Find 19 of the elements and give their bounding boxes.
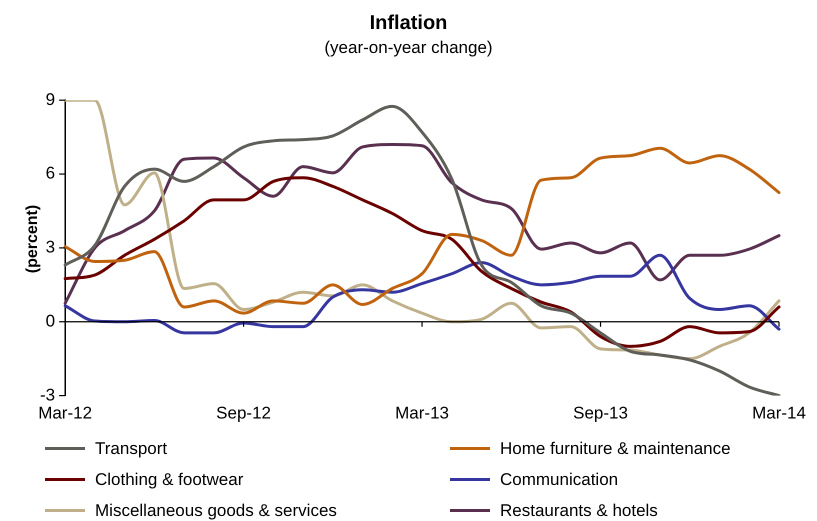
legend-label: Communication (500, 470, 618, 490)
chart-subtitle: (year-on-year change) (323, 38, 494, 58)
x-tick-label: Sep-12 (216, 403, 271, 422)
x-tick-label: Mar-12 (38, 403, 92, 422)
legend-label: Restaurants & hotels (500, 500, 658, 520)
x-tick-label: Mar-13 (395, 403, 449, 422)
legend-label: Transport (95, 438, 168, 458)
y-tick-label: -3 (40, 385, 56, 404)
y-axis-title: (percent) (24, 204, 42, 276)
y-tick-label: 0 (46, 311, 56, 330)
y-tick-label: 9 (46, 90, 56, 109)
y-tick-label: 3 (46, 238, 56, 257)
x-tick-label: Sep-13 (573, 403, 628, 422)
legend-label: Home furniture & maintenance (500, 438, 731, 458)
y-tick-label: 6 (46, 164, 56, 183)
chart-title: Inflation (368, 12, 448, 35)
legend-label: Miscellaneous goods & services (95, 500, 337, 520)
x-tick-label: Mar-14 (752, 403, 806, 422)
legend-label: Clothing & footwear (95, 470, 244, 490)
